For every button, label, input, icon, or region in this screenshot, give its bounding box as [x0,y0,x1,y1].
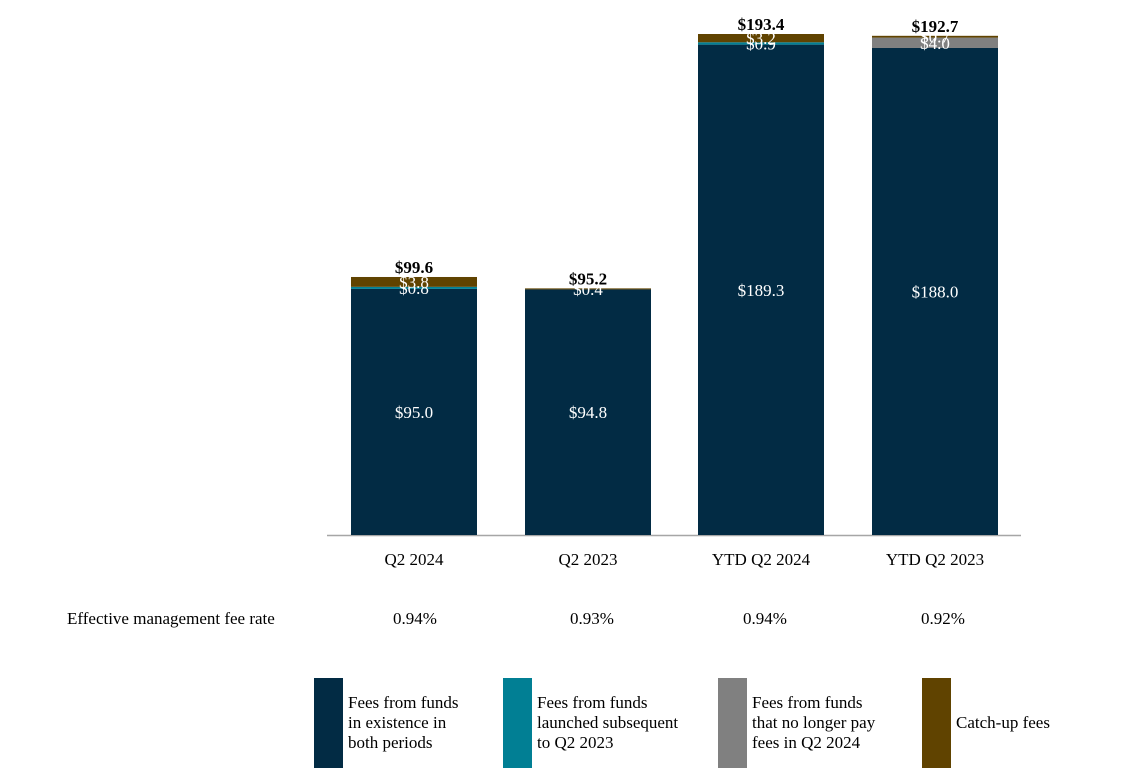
legend-swatch [314,678,343,768]
bar-segment [351,276,477,287]
total-label: $99.6 [395,258,433,277]
legend-label-line: Fees from funds [537,693,648,712]
fee-rate-value: 0.93% [570,609,614,628]
legend-label: Fees from funds launched subsequent to Q2 … [537,678,678,768]
data-label: $4.0 [920,34,950,53]
legend-label-line: in existence in [348,713,447,732]
legend-label-line: both periods [348,733,433,752]
legend-item: Fees from funds in existence in both perio… [314,678,504,768]
x-tick-label: Q2 2023 [558,550,617,569]
data-label: $0.7 [920,28,950,47]
bar-segment [872,47,998,536]
total-label: $193.4 [738,15,785,34]
legend-label-line: to Q2 2023 [537,733,614,752]
legend-label-line: Fees from funds [752,693,863,712]
bar-segment [872,37,998,48]
total-label: $95.2 [569,269,607,288]
bar-segment [698,34,824,43]
data-label: $3.2 [746,29,776,48]
legend-swatch [718,678,747,768]
legend-swatch [503,678,532,768]
legend-item: Catch-up fees [922,678,1082,768]
fee-rate-label: Effective management fee rate [67,609,275,628]
legend-label: Fees from funds in existence in both perio… [348,678,458,768]
data-label: $189.3 [738,281,785,300]
bar-segment [698,42,824,45]
data-label: $0.4 [573,280,603,299]
legend-label-line: fees in Q2 2024 [752,733,861,752]
bar-segment [525,289,651,535]
bar-segment [525,288,651,290]
bar-segment [872,35,998,38]
data-label: $95.0 [395,403,433,422]
x-tick-label: YTD Q2 2024 [712,550,811,569]
x-tick-label: Q2 2024 [384,550,444,569]
legend-item: Fees from funds that no longer pay fees in… [718,678,918,768]
legend-label-line: that no longer pay [752,713,876,732]
legend-item: Fees from funds launched subsequent to Q2 … [503,678,713,768]
legend-label-line: Fees from funds [348,693,459,712]
fee-rate-value: 0.92% [921,609,965,628]
fee-rate-value: 0.94% [393,609,437,628]
total-label: $192.7 [912,17,959,36]
legend-label: Catch-up fees [956,678,1050,768]
data-label: $188.0 [912,282,959,301]
data-label: $3.8 [399,273,429,292]
legend-label: Fees from funds that no longer pay fees in… [752,678,875,768]
data-label: $94.8 [569,403,607,422]
legend-label-line: launched subsequent [537,713,679,732]
bar-segment [351,286,477,289]
fee-rate-value: 0.94% [743,609,787,628]
stacked-bar-chart: $95.0$0.8$3.8$99.6Q2 2024$94.8$0.4$95.2Q… [327,15,1021,569]
legend-swatch [922,678,951,768]
x-tick-label: YTD Q2 2023 [886,550,984,569]
bar-segment [698,44,824,535]
legend-label-line: Catch-up fees [956,713,1050,732]
bar-segment [351,288,477,535]
